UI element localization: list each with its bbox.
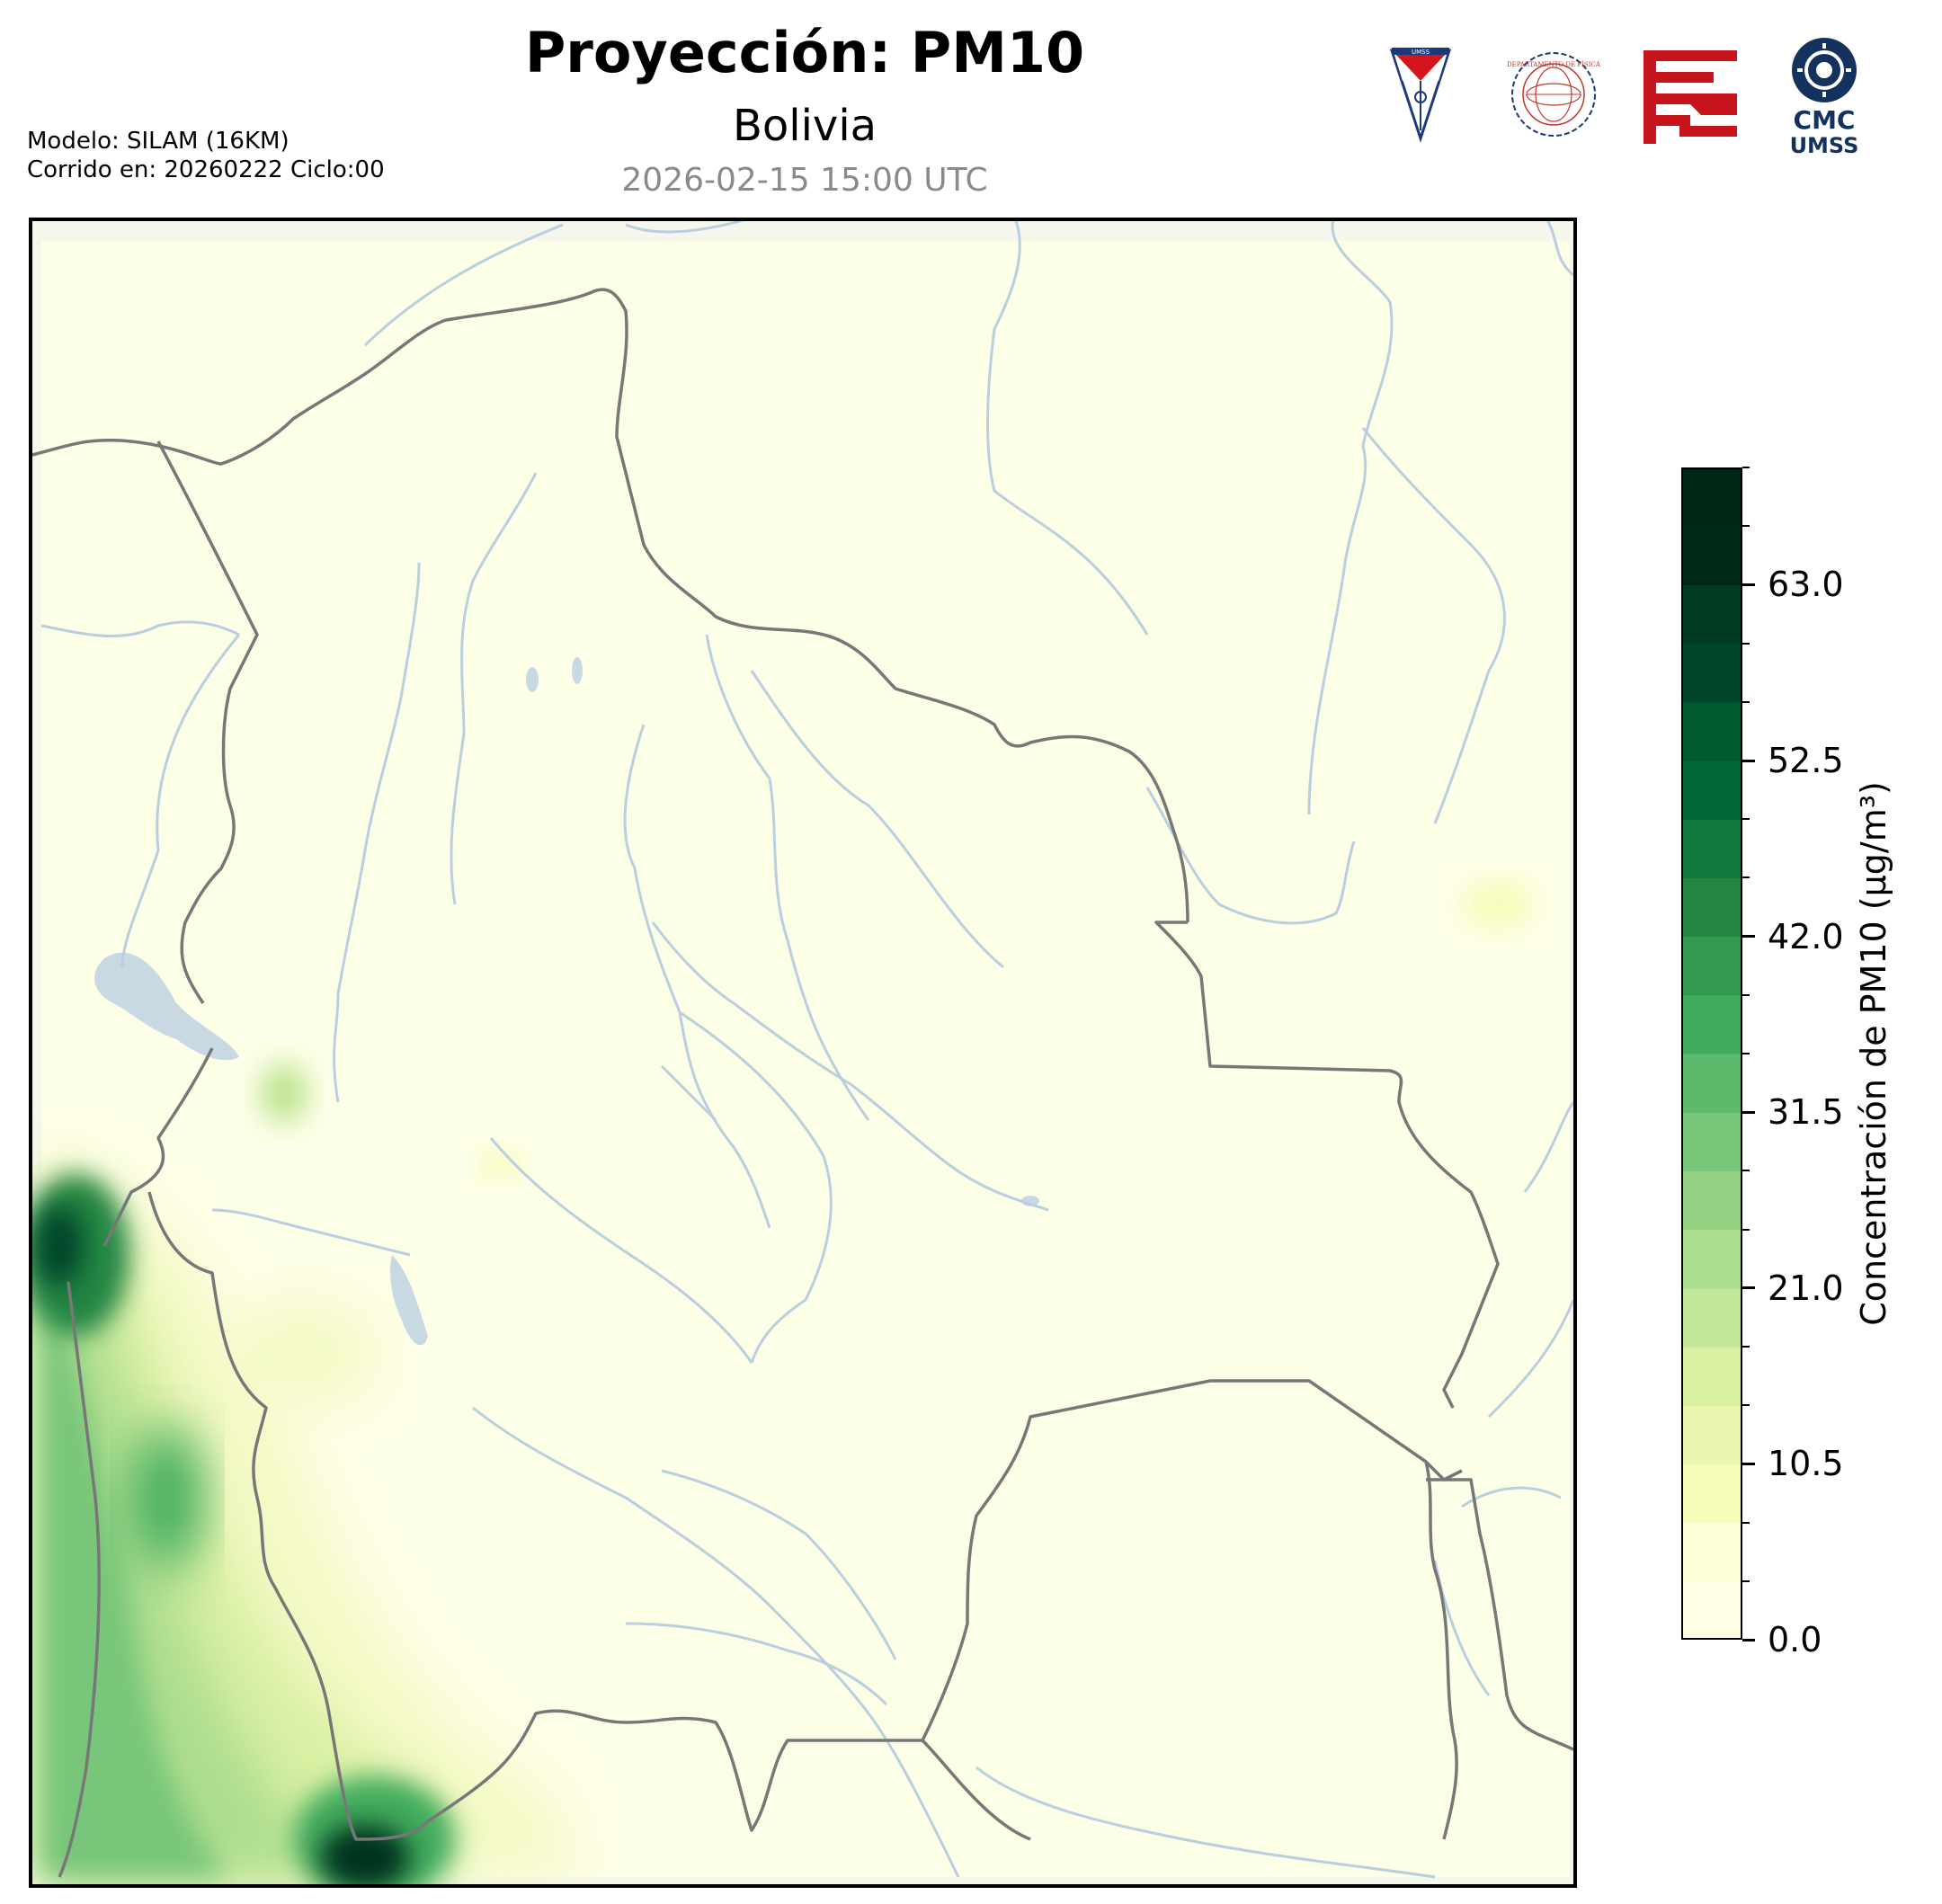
colorbar-segment [1681, 761, 1742, 820]
colorbar-major-tick [1742, 583, 1755, 586]
colorbar-minor-tick [1742, 1228, 1750, 1231]
map-canvas [32, 221, 1573, 1884]
colorbar-minor-tick [1742, 642, 1750, 645]
model-info: Modelo: SILAM (16KM) [27, 128, 290, 155]
colorbar-segment [1681, 1229, 1742, 1289]
colorbar-segment [1681, 1347, 1742, 1406]
svg-text:DEPARTAMENTO DE FÍSICA: DEPARTAMENTO DE FÍSICA [1507, 60, 1600, 68]
colorbar-tick-label: 10.5 [1768, 1444, 1844, 1484]
colorbar-minor-tick [1742, 1404, 1750, 1407]
pm10-map[interactable] [29, 218, 1577, 1888]
map-title: Proyección: PM10 [524, 20, 1085, 85]
colorbar-tick-label: 63.0 [1768, 565, 1844, 605]
colorbar-minor-tick [1742, 525, 1750, 528]
lake-poopo [390, 1255, 428, 1346]
colorbar-major-tick [1742, 1110, 1755, 1114]
colorbar-segment [1681, 1287, 1742, 1348]
colorbar-minor-tick [1742, 876, 1750, 879]
colorbar-major-tick [1742, 1286, 1755, 1290]
colorbar-tick-label: 21.0 [1768, 1268, 1844, 1308]
svg-text:UMSS: UMSS [1790, 133, 1859, 158]
colorbar-major-tick [1742, 1462, 1755, 1465]
colorbar-segment [1681, 526, 1742, 585]
colorbar-segment [1681, 1054, 1742, 1113]
physics-department-seal: DEPARTAMENTO DE FÍSICA [1507, 52, 1600, 137]
forecast-datetime: 2026-02-15 15:00 UTC [621, 162, 988, 199]
colorbar-minor-tick [1742, 1346, 1750, 1348]
svg-text:CMC: CMC [1794, 105, 1856, 135]
colorbar-segment [1681, 994, 1742, 1054]
rivers [40, 221, 1573, 1879]
lake-titicaca [94, 952, 239, 1061]
colorbar-major-tick [1742, 1638, 1755, 1642]
cmc-umss-logo: CMC UMSS [1790, 38, 1859, 158]
colorbar-border [1681, 467, 1742, 1640]
colorbar-segment [1681, 643, 1742, 703]
colorbar-minor-tick [1742, 700, 1750, 703]
colorbar-segment [1681, 1405, 1742, 1464]
colorbar-minor-tick [1742, 1579, 1750, 1582]
colorbar-segment [1681, 1580, 1742, 1641]
colorbar-tick-label: 52.5 [1768, 741, 1844, 780]
engineering-faculty-logo [1644, 50, 1737, 144]
colorbar-major-tick [1742, 759, 1755, 762]
colorbar-segment [1681, 1170, 1742, 1231]
colorbar-segment [1681, 584, 1742, 645]
colorbar-minor-tick [1742, 818, 1750, 821]
colorbar-tick-label: 0.0 [1768, 1620, 1822, 1659]
colorbar-segment [1681, 1464, 1742, 1524]
colorbar-segment [1681, 701, 1742, 761]
colorbar-minor-tick [1742, 1053, 1750, 1054]
colorbar-minor-tick [1742, 1170, 1750, 1172]
colorbar-major-tick [1742, 935, 1755, 939]
lakes [94, 657, 1039, 1346]
svg-text:UMSS: UMSS [1412, 49, 1430, 56]
colorbar-segment [1681, 819, 1742, 878]
colorbar-tick-label: 42.0 [1768, 916, 1844, 956]
colorbar-minor-tick [1742, 993, 1750, 996]
colorbar-segment [1681, 1522, 1742, 1582]
colorbar-segment [1681, 936, 1742, 996]
umss-shield-logo: UMSS [1389, 48, 1452, 143]
colorbar-segment [1681, 877, 1742, 938]
run-info: Corrido en: 20260222 Ciclo:00 [27, 156, 385, 183]
colorbar-minor-tick [1742, 1521, 1750, 1524]
colorbar-segment [1681, 467, 1742, 527]
colorbar-label: Concentración de PM10 (µg/m³) [1854, 781, 1893, 1326]
colorbar-minor-tick [1742, 467, 1750, 468]
pm10-plume [32, 881, 1534, 1884]
colorbar [1681, 467, 1742, 1641]
country-borders [32, 288, 1573, 1878]
map-subtitle: Bolivia [732, 101, 877, 151]
colorbar-tick-label: 31.5 [1768, 1092, 1844, 1133]
colorbar-segment [1681, 1112, 1742, 1171]
